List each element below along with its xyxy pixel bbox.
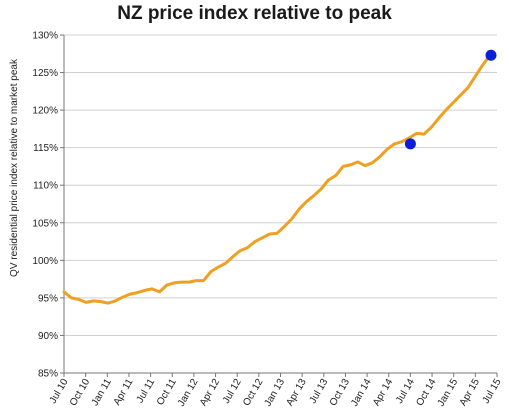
y-tick-label: 105% <box>32 218 58 229</box>
x-tick-label: Jan 12 <box>176 377 201 409</box>
price-index-series-line <box>62 53 492 305</box>
y-tick-labels: 85% 90% 95% 100% 105% 110% 115% 120% 125% 130% <box>32 31 58 380</box>
y-tick-label: 85% <box>38 369 58 380</box>
y-axis-label: QV residential price index relative to m… <box>9 58 20 277</box>
axes <box>60 34 498 377</box>
x-tick-label: Jan 11 <box>90 377 114 408</box>
x-tick-label: Jul 15 <box>481 377 504 406</box>
x-tick-label: Jul 13 <box>308 377 331 406</box>
gridlines <box>64 34 497 374</box>
y-tick-label: 90% <box>38 331 58 342</box>
x-tick-label: Jul 12 <box>221 377 244 406</box>
x-tick-label: Apr 12 <box>198 377 222 408</box>
x-tick-label: Apr 13 <box>284 377 308 408</box>
series-layer <box>62 53 492 305</box>
x-tick-label: Jul 11 <box>135 377 158 405</box>
x-tick-label: Apr 15 <box>458 377 482 408</box>
x-tick-label: Apr 14 <box>371 377 395 408</box>
x-tick-label: Apr 11 <box>112 377 136 408</box>
x-tick-label: Jul 14 <box>394 377 417 406</box>
y-tick-label: 130% <box>32 31 58 42</box>
markers <box>404 49 497 150</box>
y-tick-label: 95% <box>38 293 58 304</box>
highlight-point-marker <box>485 49 497 61</box>
highlight-point-marker <box>404 138 416 150</box>
y-tick-label: 125% <box>32 68 58 79</box>
chart-title: NZ price index relative to peak <box>117 3 392 24</box>
x-tick-label: Jan 14 <box>349 377 374 409</box>
y-tick-label: 110% <box>33 181 58 192</box>
x-tick-label: Jul 10 <box>48 377 71 406</box>
y-tick-label: 115% <box>33 143 58 154</box>
x-tick-label: Jan 15 <box>436 377 461 409</box>
y-tick-label: 100% <box>32 256 58 267</box>
y-tick-label: 120% <box>32 106 58 117</box>
x-tick-label: Oct 10 <box>68 377 92 408</box>
x-tick-label: Jan 13 <box>263 377 288 409</box>
